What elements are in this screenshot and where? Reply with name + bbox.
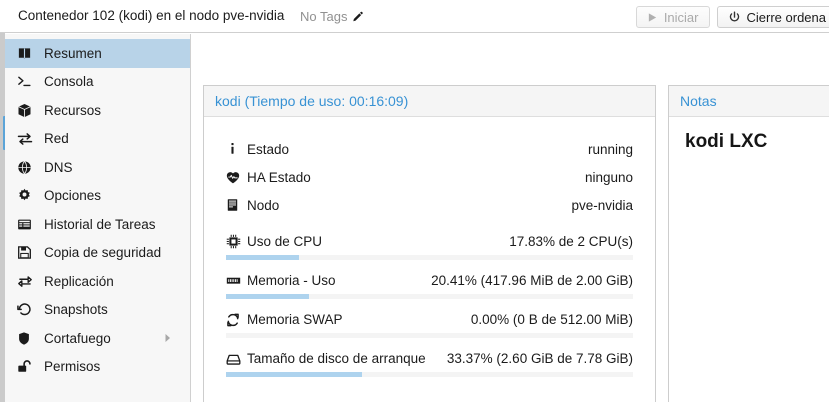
history-icon [17,302,39,318]
sidebar-item-label: Recursos [44,102,102,118]
start-button[interactable]: Iniciar [635,6,710,28]
sidebar-item-label: DNS [44,159,73,175]
sidebar-item-replicacion[interactable]: Replicación [5,267,190,296]
swap-icon [226,313,247,327]
sidebar-item-recursos[interactable]: Recursos [5,96,190,125]
list-icon [17,216,39,232]
notes-panel-body[interactable]: kodi LXC [669,117,829,153]
meter-value: 17.83% de 2 CPU(s) [509,234,633,249]
status-label: Estado [247,141,290,157]
summary-panel-body: Estado running HA Estado ninguno [204,117,655,377]
sidebar-item-label: Copia de seguridad [44,245,162,261]
sidebar-item-cortafuego[interactable]: Cortafuego [5,324,190,353]
sidebar-item-label: Historial de Tareas [44,216,156,232]
sidebar-item-opciones[interactable]: Opciones [5,182,190,211]
disk-progress-track [226,372,633,377]
left-splitter-strip [0,33,5,402]
status-value: pve-nvidia [571,197,633,213]
status-rows: Estado running HA Estado ninguno [204,117,655,377]
status-label: Nodo [247,197,280,213]
meter-value: 33.37% (2.60 GiB de 7.78 GiB) [446,351,633,366]
titlebar-button-group: Iniciar Cierre ordena [635,6,829,28]
tags-label: No Tags [300,9,348,24]
meter-label: Tamaño de disco de arranque [247,351,426,366]
status-value: running [587,141,633,157]
meter-value: 20.41% (417.96 MiB de 2.00 GiB) [431,273,633,288]
status-row-nodo: Nodo pve-nvidia [226,191,633,219]
meter-label: Memoria - Uso [247,273,336,288]
sidebar-item-label: Opciones [44,188,102,204]
meter-value: 0.00% (0 B de 512.00 MiB) [470,312,633,327]
sidebar-item-copia-de-seguridad[interactable]: Copia de seguridad [5,239,190,268]
cpu-progress-track [226,255,633,260]
sidebar-item-label: Resumen [44,45,102,61]
cpu-icon [226,234,247,249]
summary-panel: kodi (Tiempo de uso: 00:16:09) Estado ru… [203,85,656,402]
sidebar-item-label: Permisos [44,359,101,375]
server-icon [226,198,247,212]
terminal-icon [17,74,39,90]
page-title: Contenedor 102 (kodi) en el nodo pve-nvi… [18,8,285,23]
heartbeat-icon [226,171,247,184]
replication-icon [17,273,39,289]
status-value: ninguno [584,169,633,185]
sidebar-item-label: Consola [44,74,94,90]
tags-editor[interactable]: No Tags [300,9,364,24]
memory-icon [226,274,247,287]
cpu-progress-fill [226,255,299,260]
meter-row-cpu: Uso de CPU 17.83% de 2 CPU(s) [226,229,633,254]
disk-progress-fill [226,372,362,377]
notes-panel: Notas kodi LXC [668,85,829,402]
globe-icon [17,159,39,175]
shield-icon [17,330,39,346]
swap-progress-track [226,333,633,338]
meter-label: Uso de CPU [247,234,323,249]
sidebar-item-historial-de-tareas[interactable]: Historial de Tareas [5,210,190,239]
titlebar: Contenedor 102 (kodi) en el nodo pve-nvi… [0,0,829,33]
notes-panel-header: Notas [669,86,829,117]
sidebar-item-dns[interactable]: DNS [5,153,190,182]
content-area: kodi (Tiempo de uso: 00:16:09) Estado ru… [192,34,829,402]
notes-content: kodi LXC [685,131,768,152]
sidebar-item-resumen[interactable]: Resumen [5,39,190,68]
gear-icon [17,188,39,204]
row-spacer [226,219,633,229]
sidebar: Resumen Consola Recursos [5,34,191,402]
meter-row-memoria: Memoria - Uso 20.41% (417.96 MiB de 2.00… [226,268,633,293]
cube-icon [17,102,39,118]
pencil-icon[interactable] [351,11,364,23]
book-icon [17,45,39,61]
sidebar-item-label: Snapshots [44,302,108,318]
sidebar-item-permisos[interactable]: Permisos [5,353,190,382]
sidebar-item-label: Red [44,131,69,147]
play-icon [647,12,658,23]
status-label: HA Estado [247,169,311,185]
disk-icon [226,352,247,365]
summary-panel-header: kodi (Tiempo de uso: 00:16:09) [204,86,655,117]
meter-row-disco: Tamaño de disco de arranque 33.37% (2.60… [226,346,633,371]
sidebar-item-consola[interactable]: Consola [5,68,190,97]
memory-progress-track [226,294,633,299]
sidebar-item-label: Replicación [44,273,114,289]
start-button-label: Iniciar [663,9,699,25]
shutdown-button-label: Cierre ordena [746,9,827,25]
chevron-right-icon [164,333,172,343]
sidebar-item-label: Cortafuego [44,330,111,346]
status-row-estado: Estado running [226,135,633,163]
shutdown-button[interactable]: Cierre ordena [716,6,829,28]
status-row-ha-estado: HA Estado ninguno [226,163,633,191]
memory-progress-fill [226,294,310,299]
meter-label: Memoria SWAP [247,312,343,327]
power-icon [728,11,741,24]
sidebar-item-red[interactable]: Red [5,125,190,154]
info-icon [226,142,247,156]
meter-row-swap: Memoria SWAP 0.00% (0 B de 512.00 MiB) [226,307,633,332]
network-icon [17,131,39,147]
floppy-icon [17,245,39,261]
unlock-icon [17,359,39,375]
sidebar-item-snapshots[interactable]: Snapshots [5,296,190,325]
